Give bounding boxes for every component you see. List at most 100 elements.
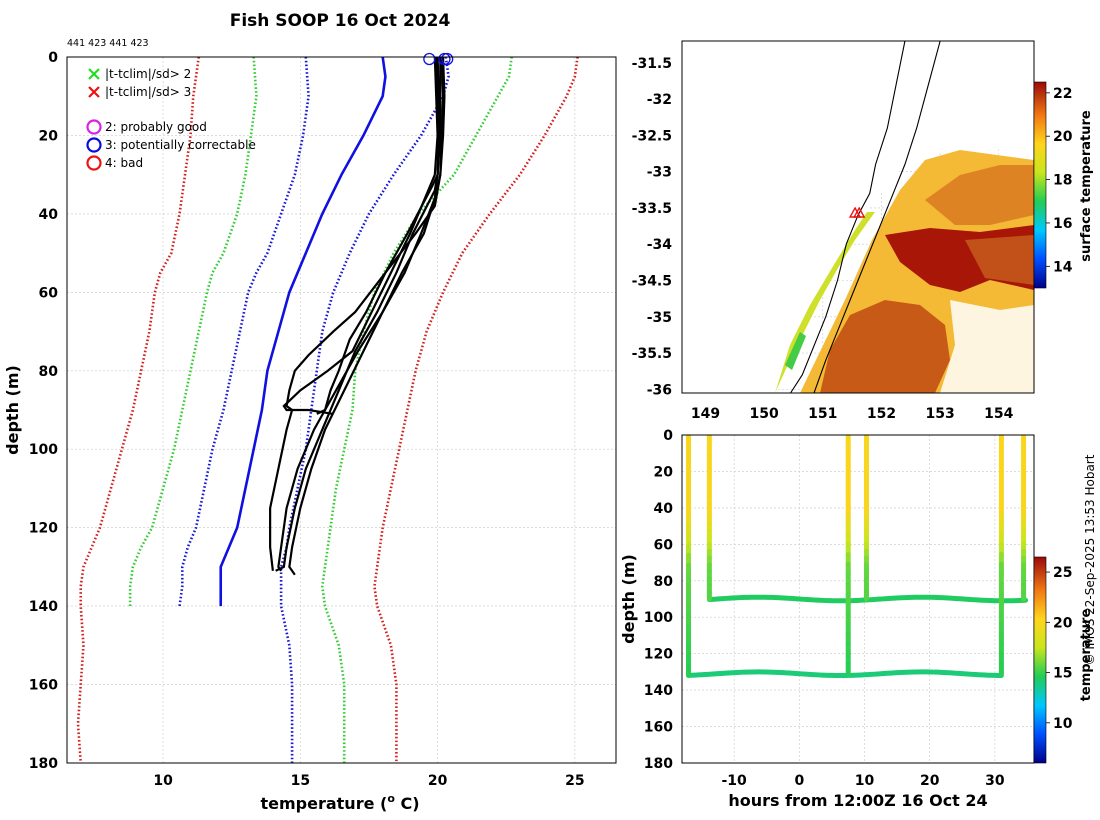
map-lon-tick-label: 152 — [867, 406, 896, 422]
climatology-line — [320, 56, 513, 763]
sst-gap-east — [940, 300, 1034, 393]
climatology-line — [128, 56, 258, 607]
sst-colorbar — [1033, 81, 1047, 289]
legend-entry-label: 2: probably good — [105, 120, 207, 134]
depth-time-y-tick-label: 40 — [654, 501, 674, 517]
climatology-line — [76, 56, 201, 764]
temp-colorbar-tick-label: 25 — [1053, 565, 1072, 581]
depth-time-y-tick-label: 120 — [644, 647, 673, 663]
depth-time-points — [686, 435, 1029, 679]
profile-y-tick-label: 20 — [39, 128, 59, 144]
depth-time-y-tick-label: 180 — [644, 756, 673, 772]
temp-colorbar-label: temperature — [1079, 609, 1094, 702]
temperature-profile-line — [282, 56, 439, 416]
flag-markers — [423, 52, 454, 66]
map-lat-tick-label: -36 — [647, 382, 672, 398]
depth-time-x-tick-label: 20 — [920, 773, 940, 789]
legend-cross-marker — [88, 68, 100, 80]
profile-y-tick-label: 140 — [29, 599, 58, 615]
temperature-profile-line — [288, 57, 442, 576]
temperature-profile-line — [269, 56, 446, 571]
map-lon-tick-label: 154 — [984, 406, 1013, 422]
map-lat-tick-label: -33 — [647, 165, 672, 181]
depth-time-x-tick-label: 0 — [794, 773, 804, 789]
sst-colorbar-label: surface temperature — [1079, 110, 1094, 262]
coastline — [790, 41, 906, 393]
sst-eddy-rim — [965, 235, 1034, 285]
profile-x-tick-label: 25 — [565, 773, 584, 789]
map-lat-tick-label: -32.5 — [632, 128, 672, 144]
map-lon-tick-label: 151 — [808, 406, 837, 422]
tow-depth-track — [686, 669, 1004, 679]
sst-colorbar-tick-label: 14 — [1053, 259, 1073, 275]
temp-colorbar-ticks: 10 15 20 25 — [1046, 565, 1073, 732]
map-lat-tick-label: -34.5 — [632, 274, 672, 290]
map-lat-tick-label: -34 — [647, 237, 673, 253]
depth-time-y-tick-label: 60 — [654, 537, 674, 553]
sst-colorbar-tick-label: 18 — [1053, 173, 1072, 189]
profile-legend: |t-tclim|/sd> 2 |t-tclim|/sd> 3 2: probabl… — [86, 67, 256, 171]
legend-circle-marker — [86, 119, 102, 135]
profile-x-label-tail: C) — [395, 794, 420, 813]
sst-colorbar-tick-label: 22 — [1053, 86, 1072, 102]
profile-y-tick-label: 180 — [29, 756, 58, 772]
main-title: Fish SOOP 16 Oct 2024 — [230, 11, 451, 31]
depth-time-y-tick-label: 140 — [644, 683, 673, 699]
depth-time-y-label: depth (m) — [619, 554, 638, 644]
depth-time-x-tick-label: 30 — [985, 773, 1005, 789]
map-lat-tick-label: -32 — [647, 92, 672, 108]
sst-field — [682, 41, 1034, 393]
temp-colorbar-tick-label: 10 — [1053, 716, 1073, 732]
temp-colorbar-tick-label: 20 — [1053, 615, 1073, 631]
cast-ids: 441 423 441 423 — [67, 38, 149, 49]
profile-y-tick-label: 40 — [39, 207, 59, 223]
profile-y-tick-label: 120 — [29, 521, 58, 537]
map-lat-tick-label: -35 — [647, 310, 672, 326]
legend-cross-marker — [88, 86, 100, 98]
profile-x-label-super: o — [387, 792, 395, 805]
legend-entry-label: |t-tclim|/sd> 3 — [105, 85, 191, 99]
profile-x-tick-label: 20 — [428, 773, 448, 789]
sst-southern-warm-pool — [820, 300, 950, 393]
legend-entry-label: 4: bad — [105, 156, 143, 170]
profile-y-tick-label: 100 — [29, 442, 58, 458]
depth-time-x-label: hours from 12:00Z 16 Oct 24 — [728, 791, 987, 810]
profile-y-label: depth (m) — [3, 365, 22, 455]
profile-grid — [67, 56, 616, 764]
map-lat-tick-label: -31.5 — [632, 56, 672, 72]
observed-profiles — [269, 56, 446, 576]
map-lon-tick-label: 150 — [750, 406, 779, 422]
climatology-line — [279, 56, 450, 763]
depth-time-panel: 0 20 40 60 80 100 120 140 160 180 -10 0 10 20 30 hours… — [619, 428, 1094, 810]
legend-entry-label: |t-tclim|/sd> 2 — [105, 67, 191, 81]
shelf-edge-contour — [813, 41, 941, 393]
depth-time-x-tick-label: -10 — [721, 773, 747, 789]
sst-northern-offshore — [925, 165, 1034, 225]
legend-circle-marker — [86, 137, 102, 153]
depth-time-y-tick-label: 20 — [654, 464, 674, 480]
depth-time-ticks: 0 20 40 60 80 100 120 140 160 180 -10 0 10 20 30 — [644, 428, 1005, 789]
legend-entry-label: 3: potentially correctable — [105, 138, 256, 152]
depth-time-y-tick-label: 160 — [644, 720, 673, 736]
flag-3-marker — [441, 52, 454, 66]
profile-plot-frame — [66, 56, 617, 764]
map-lon-tick-label: 153 — [926, 406, 955, 422]
depth-time-y-tick-label: 80 — [654, 574, 674, 590]
map-stations — [848, 206, 866, 218]
profile-x-label: temperature (o C) — [260, 792, 419, 813]
map-lat-tick-label: -33.5 — [632, 201, 672, 217]
map-lat-tick-label: -35.5 — [632, 346, 672, 362]
climatology-line — [373, 56, 579, 763]
sst-colorbar-tick-label: 20 — [1053, 129, 1073, 145]
legend-circle-marker — [86, 155, 102, 171]
map-lon-tick-label: 149 — [691, 406, 720, 422]
profile-panel: 0 20 40 60 80 100 120 140 160 180 10 15 20 25 |t-tcli… — [3, 50, 617, 813]
climatology-line — [219, 56, 387, 607]
map-lines — [790, 41, 941, 393]
depth-time-x-tick-label: 10 — [855, 773, 875, 789]
map-ticks: -31.5 -32 -32.5 -33 -33.5 -34 -34.5 -35 -35.5 -36… — [632, 56, 1014, 422]
profile-y-tick-label: 0 — [48, 50, 58, 66]
climatology-lines — [76, 56, 579, 764]
sst-colorbar-ticks: 14 16 18 20 22 — [1046, 86, 1073, 275]
